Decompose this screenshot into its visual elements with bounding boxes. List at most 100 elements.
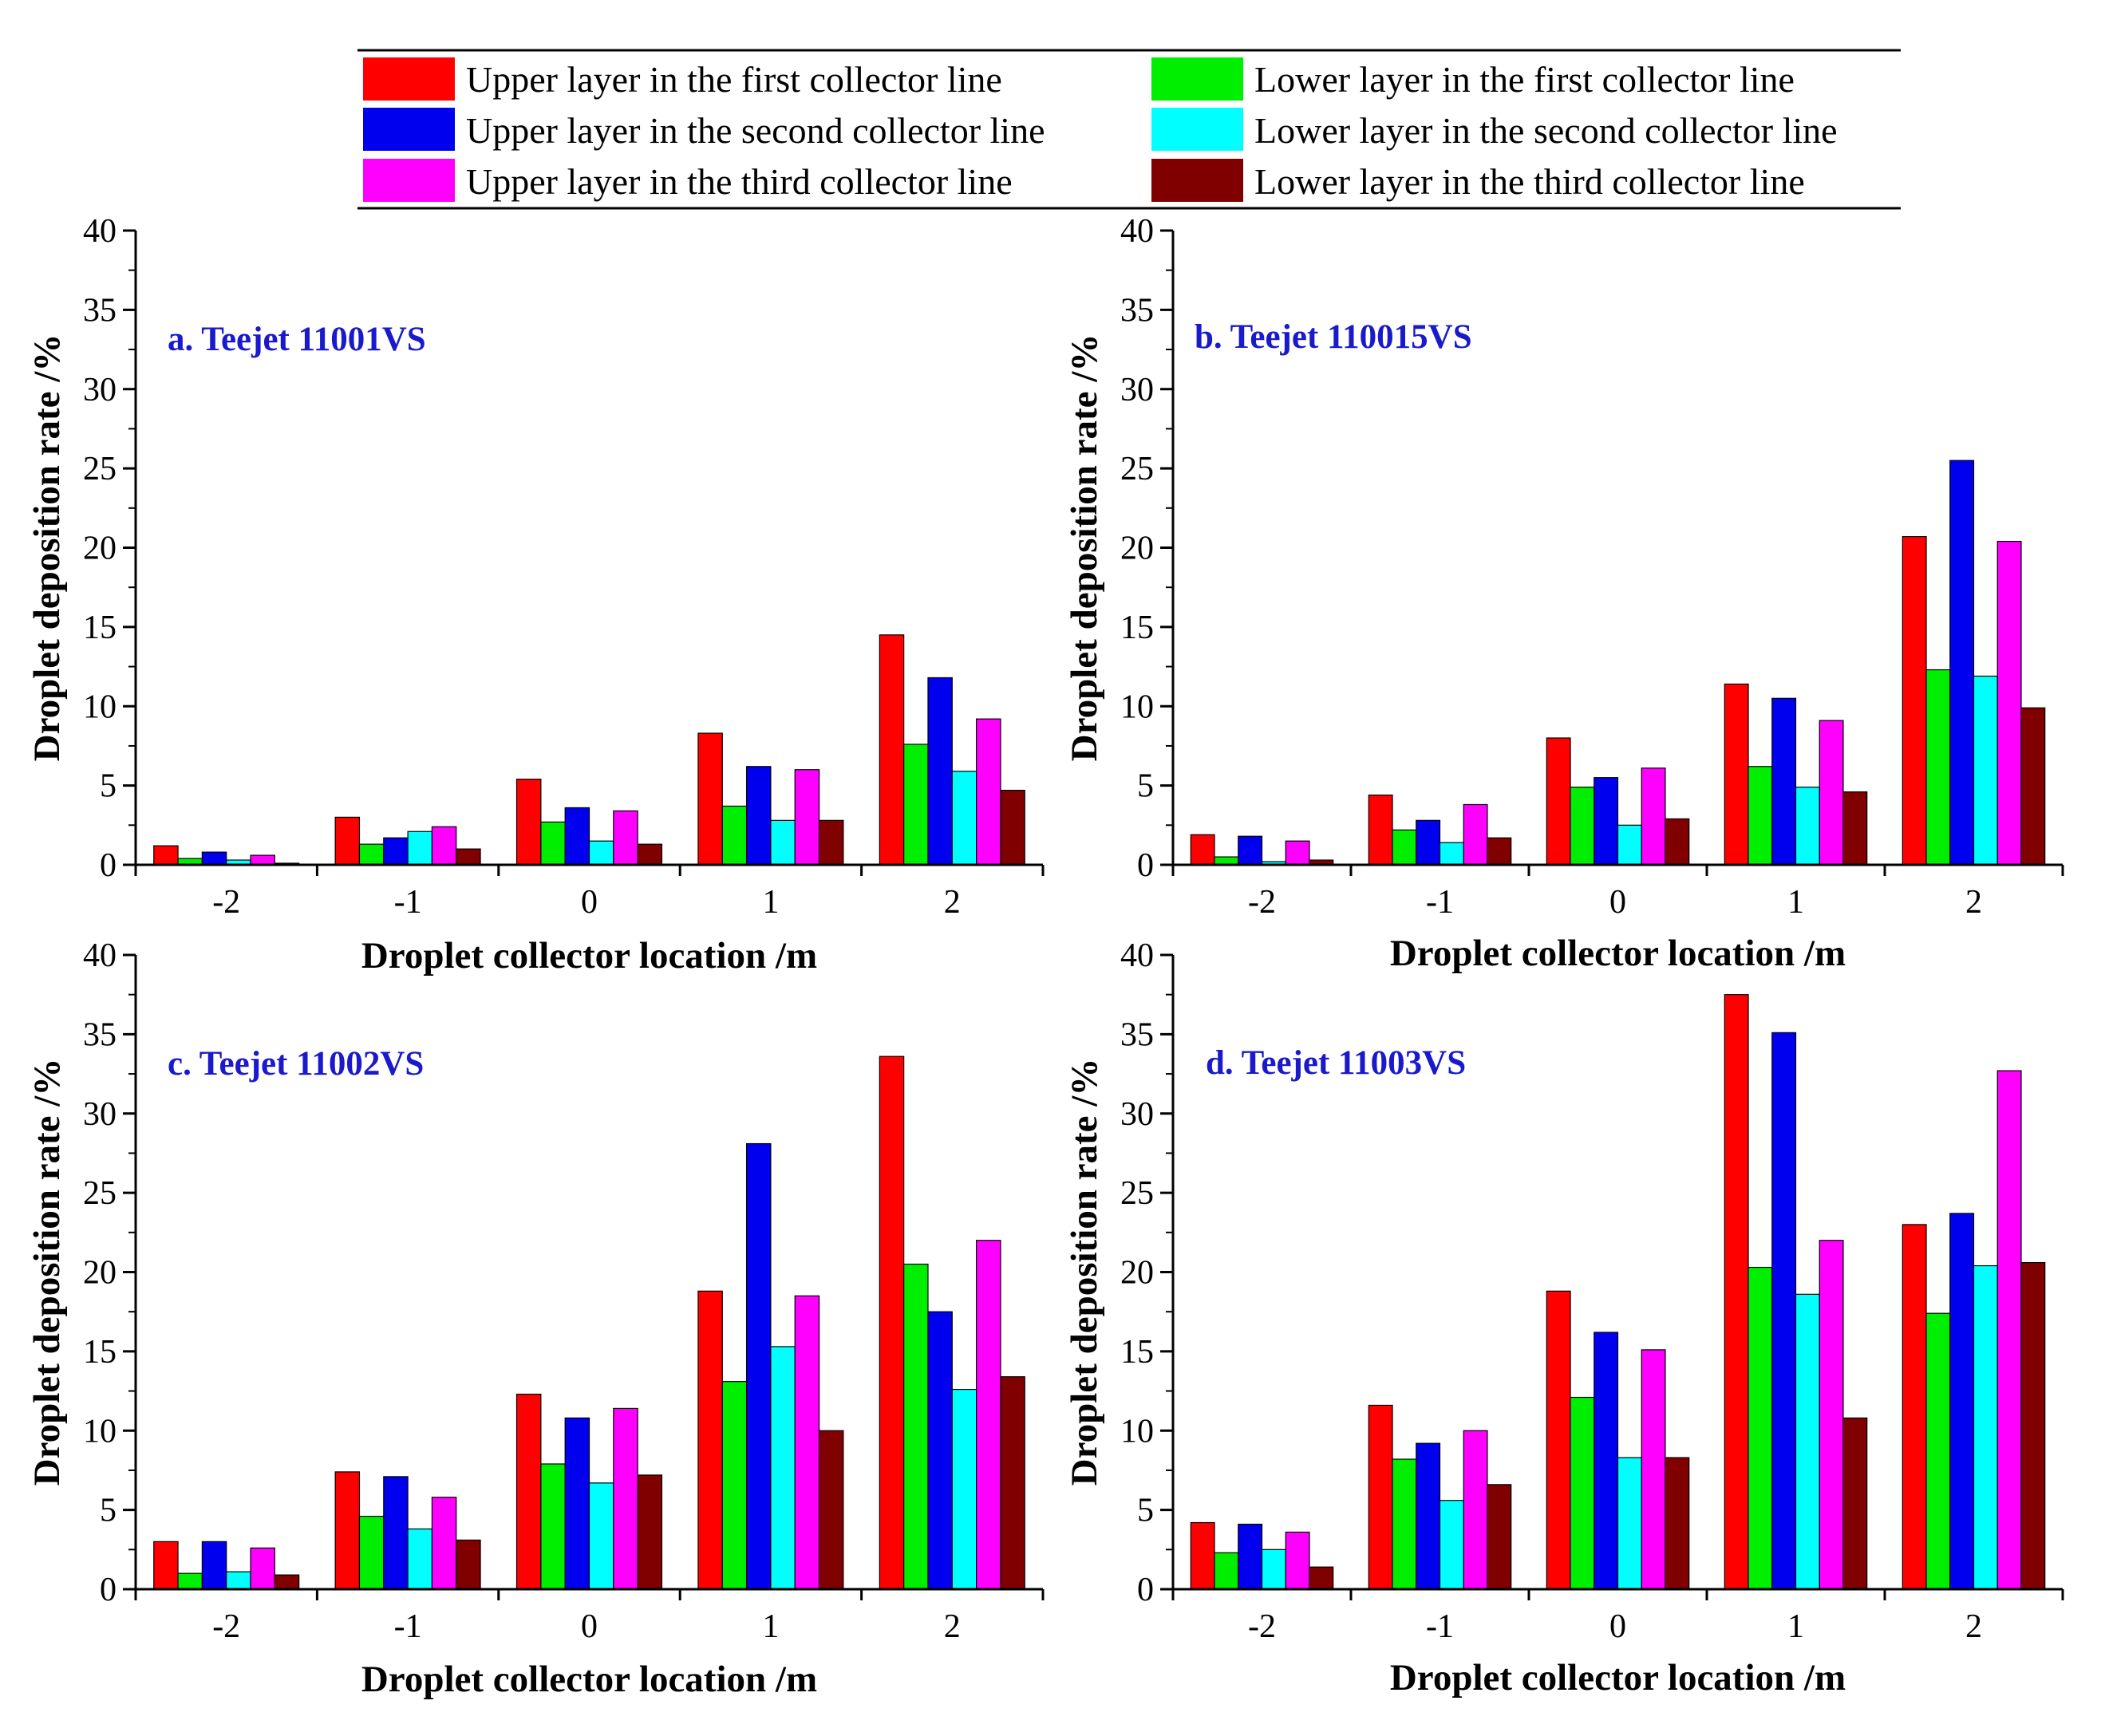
panel-b: 0 5 10 15 20 25 30 35 40 -2 -1 0 1 2 Droplet collector… bbox=[1064, 213, 2064, 974]
bar bbox=[153, 845, 179, 866]
bar bbox=[613, 810, 638, 866]
bar bbox=[1190, 1521, 1215, 1590]
bar bbox=[1309, 1566, 1334, 1590]
bar bbox=[1261, 1549, 1286, 1590]
bar bbox=[1819, 720, 1844, 866]
bar bbox=[879, 1055, 905, 1590]
x-tick-label: -2 bbox=[212, 1608, 240, 1645]
bar bbox=[1463, 803, 1488, 866]
bar bbox=[540, 821, 566, 866]
bar bbox=[1748, 766, 1773, 866]
y-tick-label: 25 bbox=[83, 451, 117, 487]
bar bbox=[1842, 791, 1868, 866]
y-tick-label: 15 bbox=[1120, 1334, 1154, 1371]
legend-swatch-lower-third bbox=[1151, 159, 1243, 202]
bar bbox=[976, 718, 1001, 866]
bar bbox=[1902, 535, 1927, 866]
bar bbox=[250, 854, 275, 866]
bar bbox=[334, 1471, 361, 1590]
y-tick-label: 5 bbox=[100, 768, 117, 805]
y-tick-label: 0 bbox=[100, 1572, 117, 1608]
x-axis-title: Droplet collector location /m bbox=[361, 935, 817, 977]
bar bbox=[1368, 794, 1393, 866]
legend-label-lower-third: Lower layer in the third collector line bbox=[1254, 161, 1805, 202]
bar bbox=[1973, 675, 1998, 866]
bar bbox=[1842, 1417, 1868, 1590]
y-tick-label: 25 bbox=[1120, 451, 1154, 487]
bar bbox=[588, 1482, 614, 1590]
bar bbox=[564, 1417, 590, 1590]
bar bbox=[383, 837, 409, 866]
y-tick-label: 35 bbox=[83, 292, 117, 329]
y-tick-label: 5 bbox=[1137, 768, 1154, 805]
bar bbox=[1238, 835, 1263, 866]
x-tick-label: 2 bbox=[1965, 1608, 1982, 1645]
bar bbox=[1771, 1032, 1797, 1590]
bar bbox=[1819, 1240, 1844, 1590]
bar bbox=[274, 1574, 300, 1590]
bar bbox=[1996, 1070, 2022, 1590]
bar bbox=[1724, 683, 1749, 866]
x-tick-label: 0 bbox=[1609, 884, 1626, 921]
bar bbox=[1665, 1457, 1690, 1590]
panel-title: c. Teejet 11002VS bbox=[168, 1045, 424, 1083]
y-tick-label: 40 bbox=[1120, 937, 1154, 974]
bar bbox=[1000, 1376, 1025, 1590]
y-axis-title: Droplet deposition rate /% bbox=[26, 334, 68, 762]
bar bbox=[637, 843, 663, 866]
y-tick-label: 25 bbox=[1120, 1175, 1154, 1212]
bar bbox=[1546, 737, 1571, 866]
x-tick-label: 1 bbox=[762, 884, 779, 921]
bar bbox=[407, 1528, 433, 1590]
bar bbox=[794, 769, 820, 866]
bar bbox=[1285, 1531, 1310, 1590]
y-tick-label: 20 bbox=[1120, 1255, 1154, 1292]
y-tick-label: 10 bbox=[1120, 1413, 1154, 1450]
bar bbox=[951, 1388, 977, 1590]
bar bbox=[1795, 787, 1820, 866]
bar bbox=[1641, 767, 1666, 866]
bar bbox=[1902, 1224, 1927, 1590]
legend-label-lower-first: Lower layer in the first collector line bbox=[1254, 59, 1795, 100]
legend-label-upper-second: Upper layer in the second collector line bbox=[466, 110, 1045, 151]
bar bbox=[1570, 1396, 1595, 1590]
bar bbox=[1665, 818, 1690, 866]
y-tick-label: 15 bbox=[83, 610, 117, 646]
y-tick-label: 30 bbox=[83, 1096, 117, 1133]
bar bbox=[770, 1346, 796, 1590]
bar bbox=[1463, 1430, 1488, 1590]
bar bbox=[976, 1240, 1001, 1590]
bar bbox=[613, 1407, 638, 1590]
bar bbox=[153, 1541, 179, 1590]
bar bbox=[588, 840, 614, 866]
bar bbox=[1392, 829, 1417, 866]
bar bbox=[456, 848, 481, 866]
y-tick-label: 35 bbox=[1120, 1016, 1154, 1053]
bar bbox=[407, 831, 433, 866]
bar bbox=[1487, 837, 1512, 866]
bar bbox=[927, 677, 953, 866]
x-tick-label: -1 bbox=[394, 884, 422, 921]
y-tick-label: 35 bbox=[1120, 292, 1154, 329]
y-tick-label: 5 bbox=[100, 1493, 117, 1529]
bar bbox=[1973, 1265, 1998, 1590]
x-tick-label: -2 bbox=[1248, 884, 1276, 921]
bar bbox=[358, 1515, 385, 1590]
bar bbox=[637, 1474, 663, 1590]
bar bbox=[903, 1263, 929, 1590]
bar bbox=[201, 1541, 227, 1590]
y-tick-label: 15 bbox=[83, 1334, 117, 1371]
y-tick-label: 10 bbox=[83, 1413, 117, 1450]
bar bbox=[177, 1572, 203, 1590]
bar bbox=[201, 851, 227, 866]
y-tick-label: 10 bbox=[1120, 688, 1154, 725]
bar bbox=[697, 1290, 723, 1590]
panel-title: a. Teejet 11001VS bbox=[168, 321, 426, 358]
bar bbox=[1594, 1332, 1619, 1590]
bar bbox=[564, 807, 590, 866]
bar bbox=[431, 1497, 457, 1590]
bar bbox=[1594, 777, 1619, 866]
bar bbox=[2020, 707, 2046, 866]
y-tick-label: 40 bbox=[83, 213, 117, 250]
legend-label-upper-first: Upper layer in the first collector line bbox=[466, 59, 1002, 100]
